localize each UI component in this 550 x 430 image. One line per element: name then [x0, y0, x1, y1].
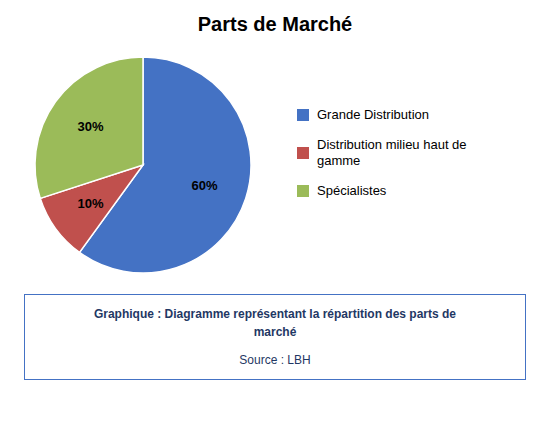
svg-text:30%: 30%	[78, 119, 104, 134]
html-text:Parts de Marché: Parts de Marché	[197, 13, 353, 35]
html-text:Source : LBH: Source : LBH	[239, 353, 311, 367]
html-text:Spécialistes: Spécialistes	[317, 183, 387, 198]
html-text:Distribution milieu haut de ga: Distribution milieu haut de gamme	[317, 137, 467, 168]
svg-text:10%: 10%	[78, 196, 104, 211]
html-text:Graphique : Diagramme représen: Graphique : Diagramme représentant la ré…	[93, 307, 456, 321]
svg-text:60%: 60%	[192, 178, 218, 193]
html-text:Grande Distribution: Grande Distribution	[317, 107, 429, 122]
html-text:marché: marché	[253, 325, 297, 339]
